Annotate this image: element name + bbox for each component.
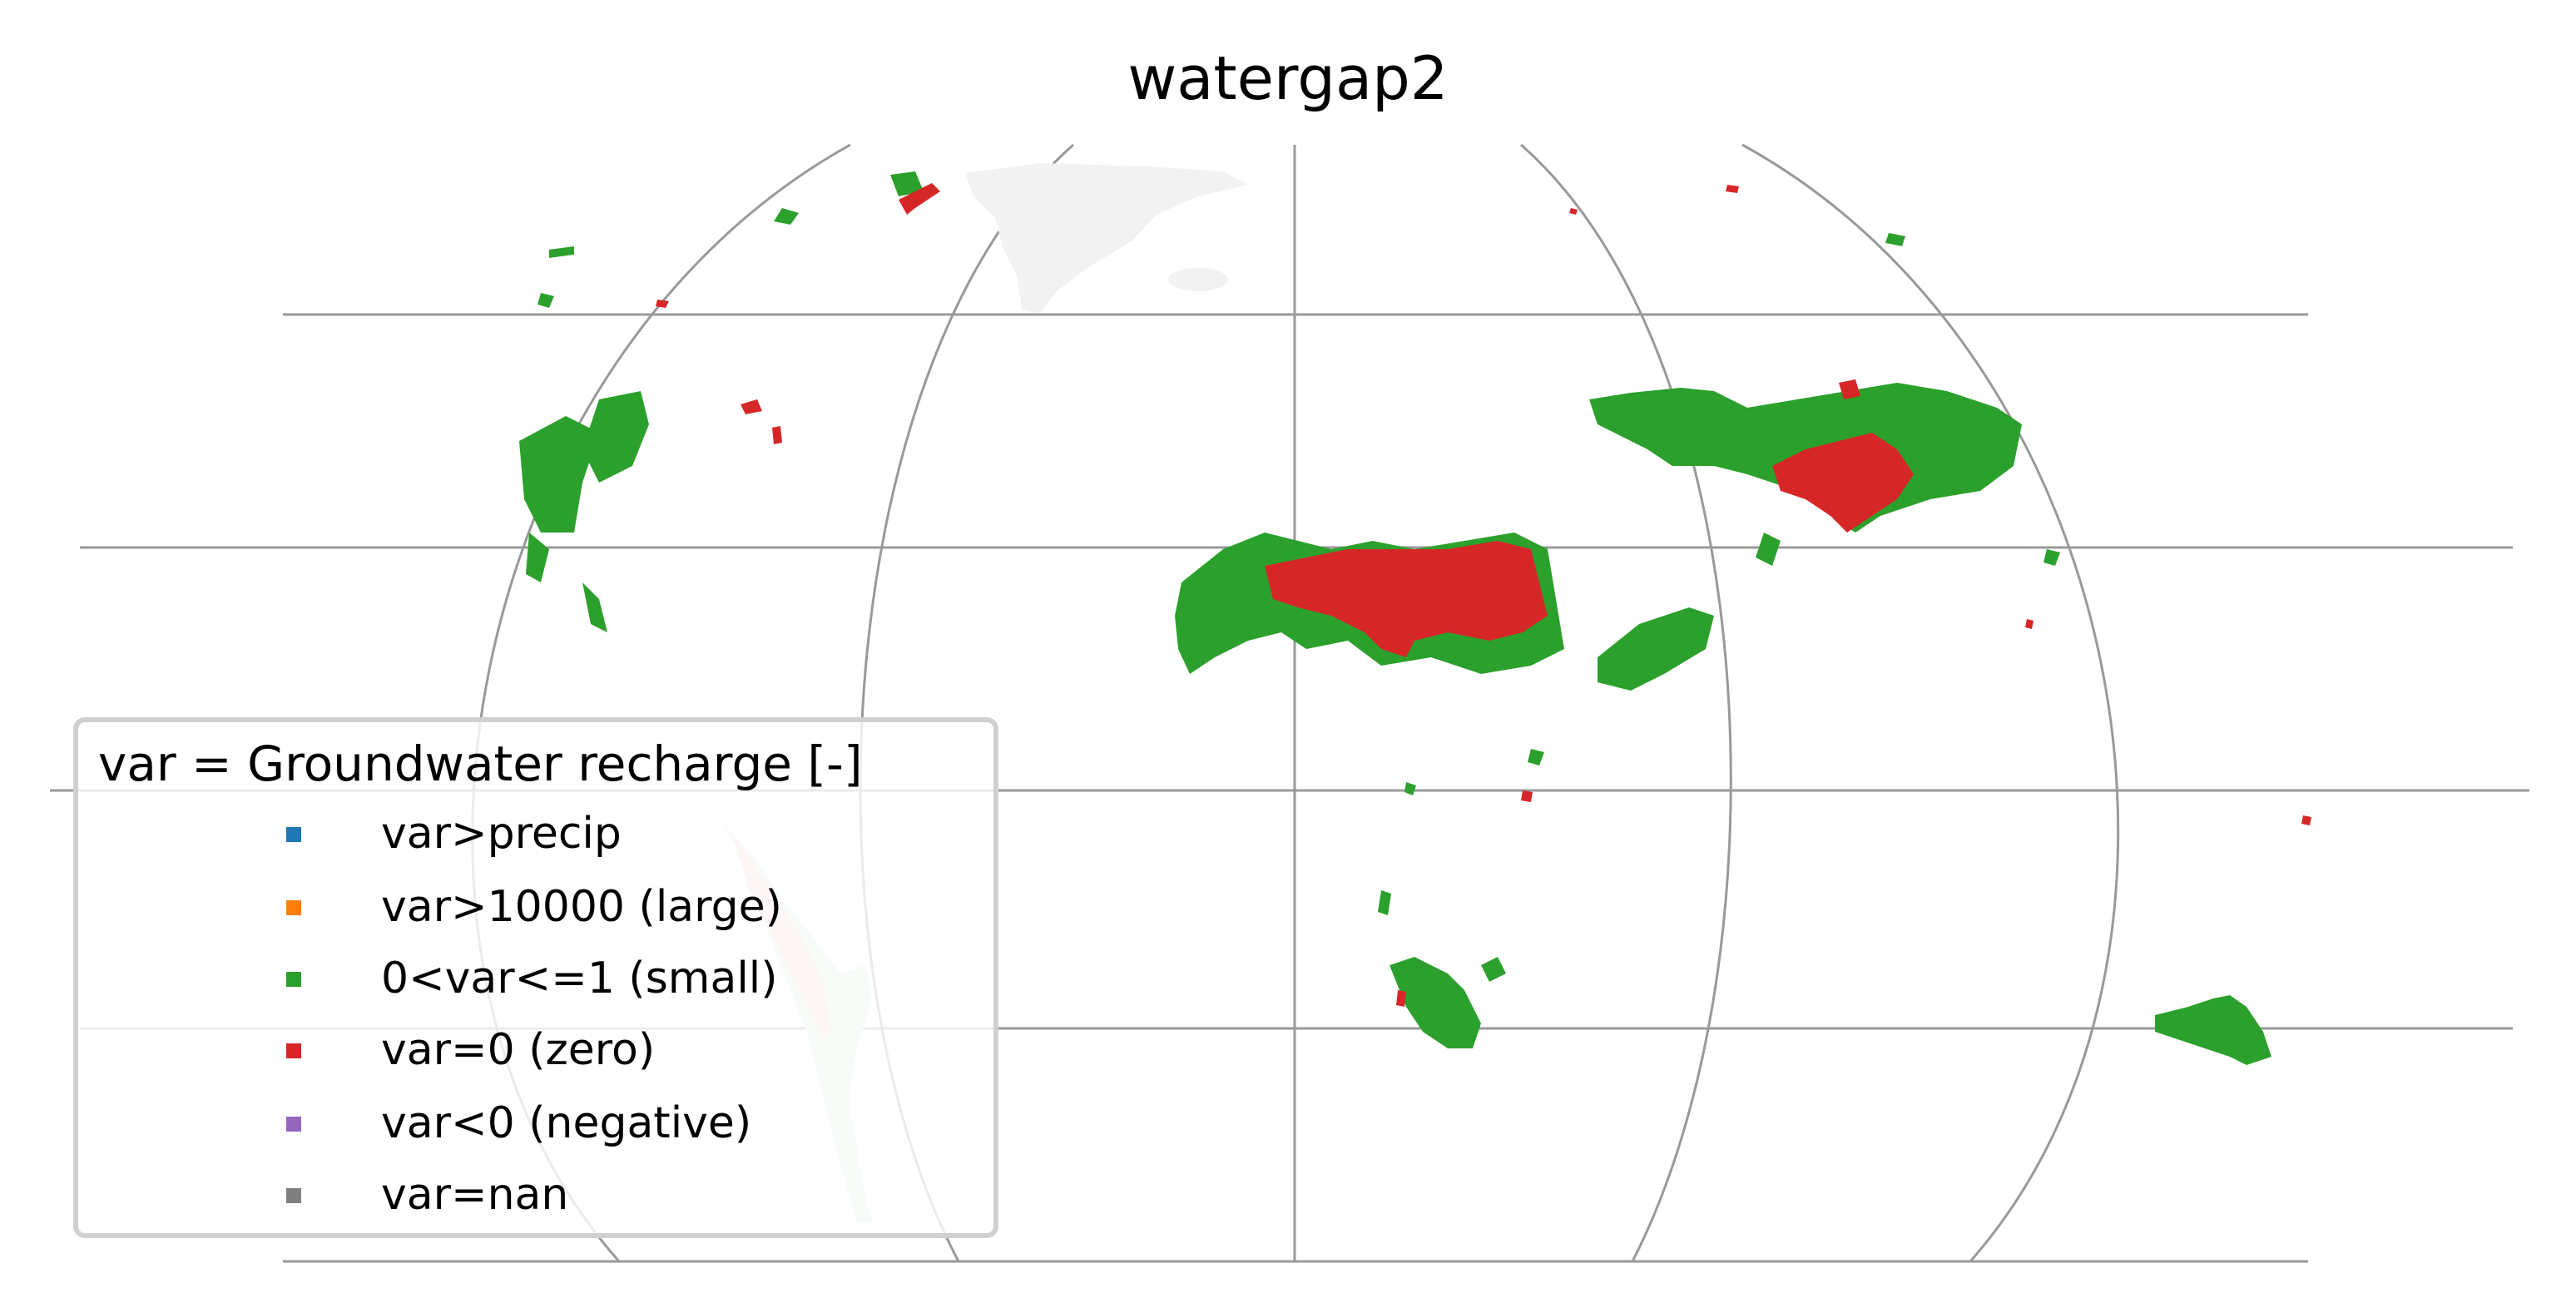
- meridian-line: [1520, 143, 1732, 1262]
- region-scattered-zero: [2025, 619, 2034, 629]
- region-scattered: [2043, 549, 2060, 566]
- legend-item-label: var=0 (zero): [381, 1025, 656, 1075]
- region-central-asia: [1756, 533, 1781, 566]
- legend-item-var-small: 0<var<=1 (small): [78, 950, 993, 1010]
- region-southern-africa: [1481, 957, 1506, 982]
- region-scattered-zero: [1396, 990, 1406, 1007]
- region-north-america: [582, 391, 649, 483]
- legend-item-var-negative: var<0 (negative): [78, 1095, 993, 1155]
- region-arctic: [549, 246, 574, 258]
- region-scattered: [1528, 749, 1544, 765]
- legend-swatch: [286, 1043, 301, 1058]
- legend-item-label: var>10000 (large): [381, 882, 782, 932]
- region-arctic: [537, 293, 554, 308]
- region-arctic: [774, 208, 799, 225]
- region-arctic-zero: [899, 183, 940, 215]
- region-southern-africa: [1390, 957, 1481, 1048]
- legend-title: var = Groundwater recharge [-]: [98, 736, 863, 792]
- legend-item-label: 0<var<=1 (small): [381, 954, 778, 1003]
- region-zero: [656, 183, 2311, 1007]
- legend-item-var-nan: var=nan: [78, 1167, 993, 1226]
- region-scattered: [1404, 782, 1416, 795]
- legend-item-label: var=nan: [381, 1170, 569, 1220]
- region-scattered: [1885, 233, 1905, 246]
- region-arabia: [1598, 607, 1714, 691]
- region-arctic: [890, 171, 924, 196]
- region-north-america: [526, 533, 549, 582]
- map-title: watergap2: [1127, 43, 1449, 113]
- legend-item-var-precip: var>precip: [78, 805, 993, 865]
- region-scattered: [1378, 890, 1391, 915]
- legend-item-var-zero: var=0 (zero): [78, 1022, 993, 1082]
- region-north-america-zero: [772, 426, 782, 444]
- region-australia: [2155, 995, 2271, 1065]
- region-scattered-zero: [1726, 185, 1739, 193]
- legend-swatch: [286, 827, 301, 842]
- region-scattered-zero: [656, 300, 669, 308]
- legend-item-label: var<0 (negative): [381, 1098, 752, 1148]
- legend-swatch: [286, 900, 301, 915]
- landmass-greenland: [965, 163, 1248, 313]
- region-north-america: [519, 416, 599, 533]
- legend-swatch: [286, 1188, 301, 1203]
- region-north-america-zero: [741, 399, 762, 414]
- region-scattered-zero: [1569, 208, 1578, 215]
- region-scattered-zero: [2301, 815, 2311, 825]
- region-north-america: [582, 582, 607, 632]
- legend-swatch: [286, 1117, 301, 1132]
- legend-item-label: var>precip: [381, 809, 622, 859]
- region-asia-zero: [1839, 379, 1860, 399]
- region-sahara-zero: [1265, 541, 1548, 657]
- region-asia-zero: [1772, 433, 1914, 533]
- region-scattered-zero: [1521, 790, 1533, 802]
- legend: var = Groundwater recharge [-] var>preci…: [73, 717, 998, 1238]
- legend-item-var-large: var>10000 (large): [78, 879, 993, 939]
- legend-swatch: [286, 972, 301, 987]
- meridian-line: [1741, 143, 2120, 1262]
